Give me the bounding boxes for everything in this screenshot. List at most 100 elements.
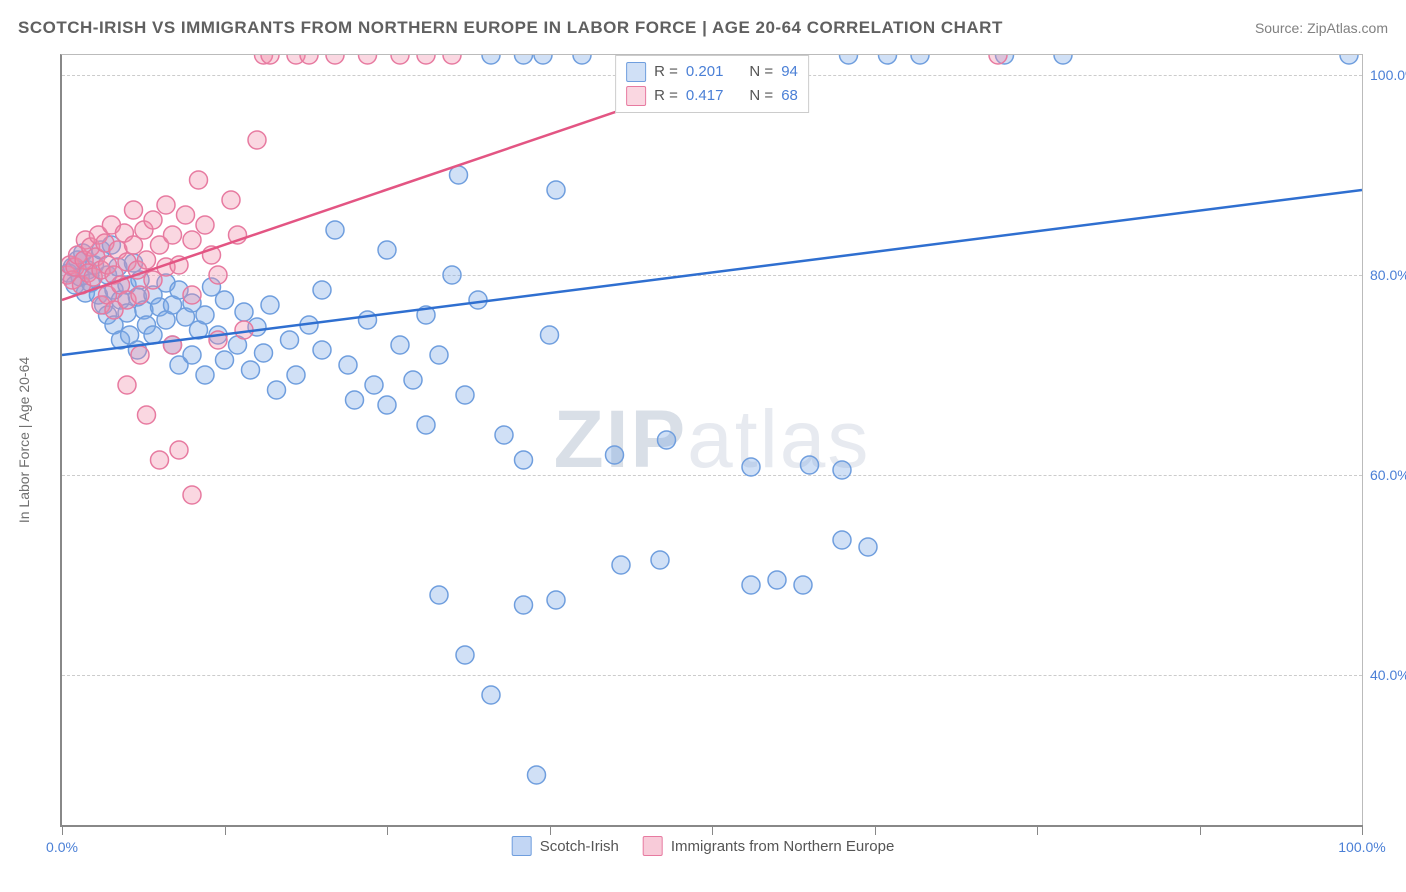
data-point <box>768 571 786 589</box>
legend-n-label: N = <box>749 60 773 84</box>
data-point <box>859 538 877 556</box>
data-point <box>547 181 565 199</box>
y-axis-title: In Labor Force | Age 20-64 <box>16 357 32 523</box>
x-tick <box>875 825 876 835</box>
legend-n-value: 94 <box>781 60 798 84</box>
y-tick-label: 80.0% <box>1370 267 1406 283</box>
legend-r-value: 0.201 <box>686 60 724 84</box>
data-point <box>209 266 227 284</box>
x-tick <box>550 825 551 835</box>
data-point <box>177 206 195 224</box>
legend-stat-row: R =0.417N =68 <box>626 84 798 108</box>
data-point <box>131 286 149 304</box>
legend-label: Scotch-Irish <box>540 838 619 855</box>
data-point <box>606 446 624 464</box>
data-point <box>547 591 565 609</box>
data-point <box>235 303 253 321</box>
y-tick-label: 40.0% <box>1370 667 1406 683</box>
data-point <box>1340 55 1358 64</box>
data-point <box>430 346 448 364</box>
data-point <box>742 576 760 594</box>
legend-swatch <box>512 836 532 856</box>
data-point <box>430 586 448 604</box>
data-point <box>183 231 201 249</box>
x-tick <box>1362 825 1363 835</box>
legend-n-value: 68 <box>781 84 798 108</box>
x-tick <box>1037 825 1038 835</box>
data-point <box>879 55 897 64</box>
data-point <box>391 336 409 354</box>
data-point <box>391 55 409 64</box>
data-point <box>833 531 851 549</box>
data-point <box>534 55 552 64</box>
data-point <box>255 344 273 362</box>
data-point <box>131 346 149 364</box>
legend-stats: R = 0.201 N = 94R = 0.417 N = 68 <box>615 55 809 113</box>
x-tick-label: 0.0% <box>46 839 78 855</box>
data-point <box>313 281 331 299</box>
data-point <box>164 226 182 244</box>
data-point <box>417 55 435 64</box>
data-point <box>138 406 156 424</box>
data-point <box>196 366 214 384</box>
data-point <box>541 326 559 344</box>
data-point <box>300 55 318 64</box>
data-point <box>1054 55 1072 64</box>
data-point <box>339 356 357 374</box>
data-point <box>794 576 812 594</box>
data-point <box>528 766 546 784</box>
legend-item: Immigrants from Northern Europe <box>643 836 894 856</box>
data-point <box>196 306 214 324</box>
data-point <box>359 311 377 329</box>
data-point <box>125 201 143 219</box>
scatter-layer <box>62 55 1362 825</box>
data-point <box>573 55 591 64</box>
data-point <box>482 686 500 704</box>
data-point <box>151 451 169 469</box>
legend-stat-row: R = 0.201 N = 94 <box>626 60 798 84</box>
data-point <box>482 55 500 64</box>
data-point <box>404 371 422 389</box>
data-point <box>144 211 162 229</box>
data-point <box>164 336 182 354</box>
legend-r-value: 0.417 <box>686 84 724 108</box>
x-tick <box>712 825 713 835</box>
legend-swatch <box>626 62 646 82</box>
data-point <box>443 266 461 284</box>
data-point <box>651 551 669 569</box>
data-point <box>190 171 208 189</box>
data-point <box>157 196 175 214</box>
data-point <box>287 366 305 384</box>
data-point <box>222 191 240 209</box>
x-tick <box>225 825 226 835</box>
source-label: Source: ZipAtlas.com <box>1255 20 1388 36</box>
plot-area: In Labor Force | Age 20-64 ZIPatlas R =0… <box>60 54 1363 827</box>
x-tick <box>62 825 63 835</box>
data-point <box>456 386 474 404</box>
legend-swatch <box>626 86 646 106</box>
data-point <box>248 131 266 149</box>
data-point <box>378 241 396 259</box>
legend-series: Scotch-Irish Immigrants from Northern Eur… <box>512 836 895 856</box>
data-point <box>378 396 396 414</box>
data-point <box>658 431 676 449</box>
data-point <box>326 221 344 239</box>
legend-n-label: N = <box>749 84 773 108</box>
data-point <box>469 291 487 309</box>
data-point <box>261 296 279 314</box>
data-point <box>183 286 201 304</box>
legend-r-label: R = <box>654 60 678 84</box>
data-point <box>359 55 377 64</box>
data-point <box>268 381 286 399</box>
data-point <box>495 426 513 444</box>
data-point <box>346 391 364 409</box>
data-point <box>242 361 260 379</box>
data-point <box>417 416 435 434</box>
data-point <box>833 461 851 479</box>
y-tick-label: 100.0% <box>1370 67 1406 83</box>
legend-label: Immigrants from Northern Europe <box>671 838 894 855</box>
data-point <box>313 341 331 359</box>
data-point <box>515 451 533 469</box>
data-point <box>170 441 188 459</box>
data-point <box>801 456 819 474</box>
